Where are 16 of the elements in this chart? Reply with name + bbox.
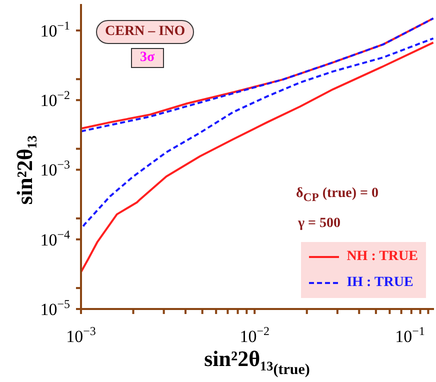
annotation: CERN – INO [96, 20, 194, 44]
annotation: 3σ [131, 48, 164, 68]
x-tick-label: 10$^{−3}$ [66, 324, 96, 346]
y-tick-label: 10$^{−5}$ [40, 297, 70, 319]
x-tick-label: 10$^{−2}$ [240, 324, 270, 346]
annotation: δ$_{CP}$ (true) = 0 [296, 186, 379, 204]
y-tick-label: 10$^{−2}$ [40, 88, 70, 110]
legend-label: IH : TRUE [346, 275, 414, 291]
annotation: γ = 500 [298, 216, 341, 232]
y-tick-label: 10$^{−3}$ [40, 158, 70, 180]
y-tick-label: 10$^{−1}$ [40, 18, 70, 40]
y-tick-label: 10$^{−4}$ [40, 227, 70, 250]
x-tick-label: 10$^{−1}$ [395, 324, 425, 346]
y-axis-title: sin²2θ₁₃ [12, 135, 37, 205]
legend-label: NH : TRUE [346, 249, 418, 265]
x-axis-title: sin²2θ₁₃$_{(true)}$ [204, 346, 310, 378]
